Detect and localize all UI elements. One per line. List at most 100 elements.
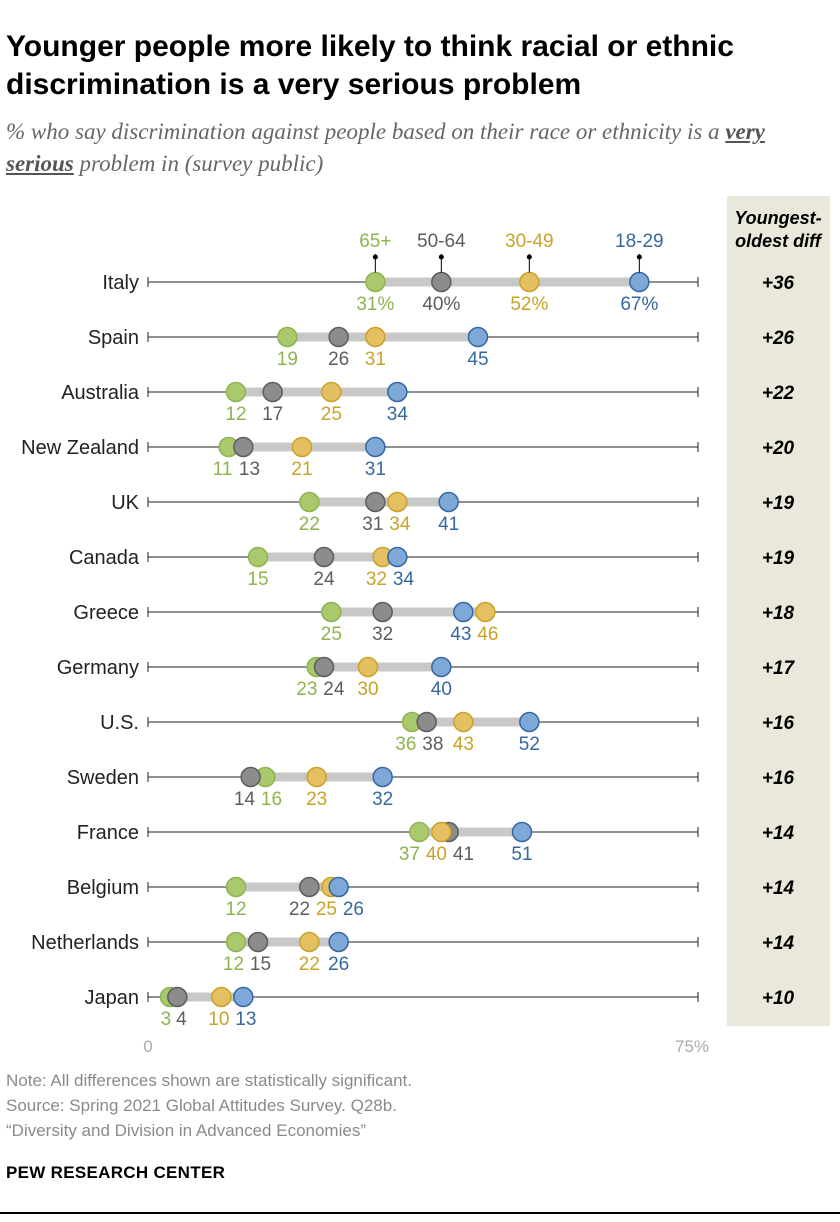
- value-label-a50: 22: [289, 899, 310, 920]
- value-label-a18: 31: [365, 459, 386, 480]
- dot-65plus: [365, 271, 386, 293]
- value-label-a18: 34: [387, 404, 409, 425]
- value-label-a30: 23: [306, 789, 327, 810]
- dot-50-64: [365, 491, 386, 513]
- value-label-a50: 31: [362, 514, 383, 535]
- value-label-a18: 43: [450, 624, 471, 645]
- value-label-a30: 25: [321, 404, 342, 425]
- value-label-a18: 26: [343, 899, 364, 920]
- dot-30-49: [357, 656, 379, 678]
- dot-18-29: [467, 326, 489, 348]
- value-label-a18: 26: [328, 954, 349, 975]
- value-label-a18: 52: [519, 734, 540, 755]
- value-label-a18: 40: [431, 679, 452, 700]
- dot-50-64: [167, 986, 188, 1008]
- dot-30-49: [299, 931, 320, 953]
- value-label-a65: 15: [247, 569, 268, 590]
- dot-plot-chart: Youngest-oldest diff Italy 31% 40% 52% 67% +36…: [21, 196, 830, 1056]
- value-label-a30: 43: [453, 734, 474, 755]
- legend-leader-dot: [526, 254, 532, 260]
- legend-leader-dot: [438, 254, 444, 260]
- country-label: Australia: [61, 382, 140, 404]
- chart-subtitle: % who say discrimination against people …: [6, 116, 834, 180]
- dot-30-49: [306, 766, 327, 788]
- dot-18-29: [511, 821, 533, 843]
- value-label-a30: 30: [357, 679, 378, 700]
- country-label: France: [77, 822, 139, 844]
- value-label-a18: 32: [372, 789, 393, 810]
- legend-leader-dot: [372, 254, 378, 260]
- chart-title: Younger people more likely to think raci…: [6, 30, 734, 101]
- dot-65plus: [225, 381, 247, 403]
- legend-label: 18-29: [615, 231, 664, 252]
- value-label-a50: 14: [234, 789, 256, 810]
- value-label-a50: 13: [239, 459, 260, 480]
- dot-65plus: [277, 326, 298, 348]
- diff-value: +19: [762, 493, 795, 514]
- dot-50-64: [416, 711, 437, 733]
- x-tick-label-max: 75%: [675, 1037, 709, 1056]
- value-label-a30: 10: [208, 1009, 229, 1030]
- value-label-a65: 12: [225, 404, 246, 425]
- chart-notes: Note: All differences shown are statisti…: [6, 1068, 412, 1143]
- value-label-a50: 41: [453, 844, 474, 865]
- dot-30-49: [387, 491, 408, 513]
- dot-18-29: [328, 931, 349, 953]
- dot-18-29: [438, 491, 459, 513]
- diff-header-line-2: oldest diff: [735, 231, 823, 251]
- value-label-a30: 34: [389, 514, 411, 535]
- dot-50-64: [240, 766, 261, 788]
- country-label: Spain: [88, 327, 139, 349]
- dot-65plus: [225, 876, 247, 898]
- dot-50-64: [233, 436, 254, 458]
- country-label: Sweden: [67, 767, 139, 789]
- value-label-a18: 13: [235, 1009, 256, 1030]
- diff-value: +14: [762, 933, 795, 954]
- country-label: Germany: [57, 657, 139, 679]
- value-label-a30: 31: [365, 349, 386, 370]
- dot-50-64: [313, 656, 335, 678]
- value-label-a50: 24: [323, 679, 345, 700]
- subtitle-lead: % who say discrimination against people …: [6, 119, 720, 144]
- value-label-a50: 4: [176, 1009, 187, 1030]
- value-label-a65: 36: [395, 734, 416, 755]
- country-label: U.S.: [100, 712, 139, 734]
- dot-18-29: [372, 766, 393, 788]
- value-label-a50: 32: [372, 624, 393, 645]
- x-tick-label-min: 0: [143, 1037, 152, 1056]
- value-label-a30: 22: [299, 954, 320, 975]
- value-label-a30: 21: [291, 459, 312, 480]
- dot-30-49: [291, 436, 313, 458]
- dot-50-64: [313, 546, 335, 568]
- value-label-a18: 45: [467, 349, 488, 370]
- dot-50-64: [262, 381, 283, 403]
- dot-18-29: [365, 436, 386, 458]
- value-label-a65: 25: [321, 624, 342, 645]
- dot-18-29: [629, 271, 650, 293]
- diff-value: +19: [762, 548, 795, 569]
- diff-value: +20: [762, 438, 795, 459]
- subtitle-emphasis: very serious: [6, 119, 765, 176]
- dot-50-64: [431, 271, 452, 293]
- note-text: Note: All differences shown are statisti…: [6, 1071, 412, 1090]
- diff-value: +16: [762, 768, 795, 789]
- diff-value: +14: [762, 823, 795, 844]
- value-label-a65: 23: [296, 679, 317, 700]
- legend-label: 30-49: [505, 231, 554, 252]
- diff-value: +17: [762, 658, 796, 679]
- report-text: “Diversity and Division in Advanced Econ…: [6, 1121, 366, 1140]
- dot-18-29: [328, 876, 349, 898]
- value-label-a30: 52%: [510, 294, 548, 315]
- value-label-a50: 24: [313, 569, 335, 590]
- dot-50-64: [372, 601, 393, 623]
- bottom-divider: [0, 1212, 840, 1214]
- value-label-a65: 22: [299, 514, 320, 535]
- dot-65plus: [409, 821, 430, 843]
- value-label-a30: 32: [366, 569, 387, 590]
- legend-label: 50-64: [417, 231, 466, 252]
- dot-30-49: [321, 381, 342, 403]
- dot-30-49: [431, 821, 452, 843]
- dot-18-29: [519, 711, 540, 733]
- value-label-a30: 25: [316, 899, 337, 920]
- dot-30-49: [453, 711, 474, 733]
